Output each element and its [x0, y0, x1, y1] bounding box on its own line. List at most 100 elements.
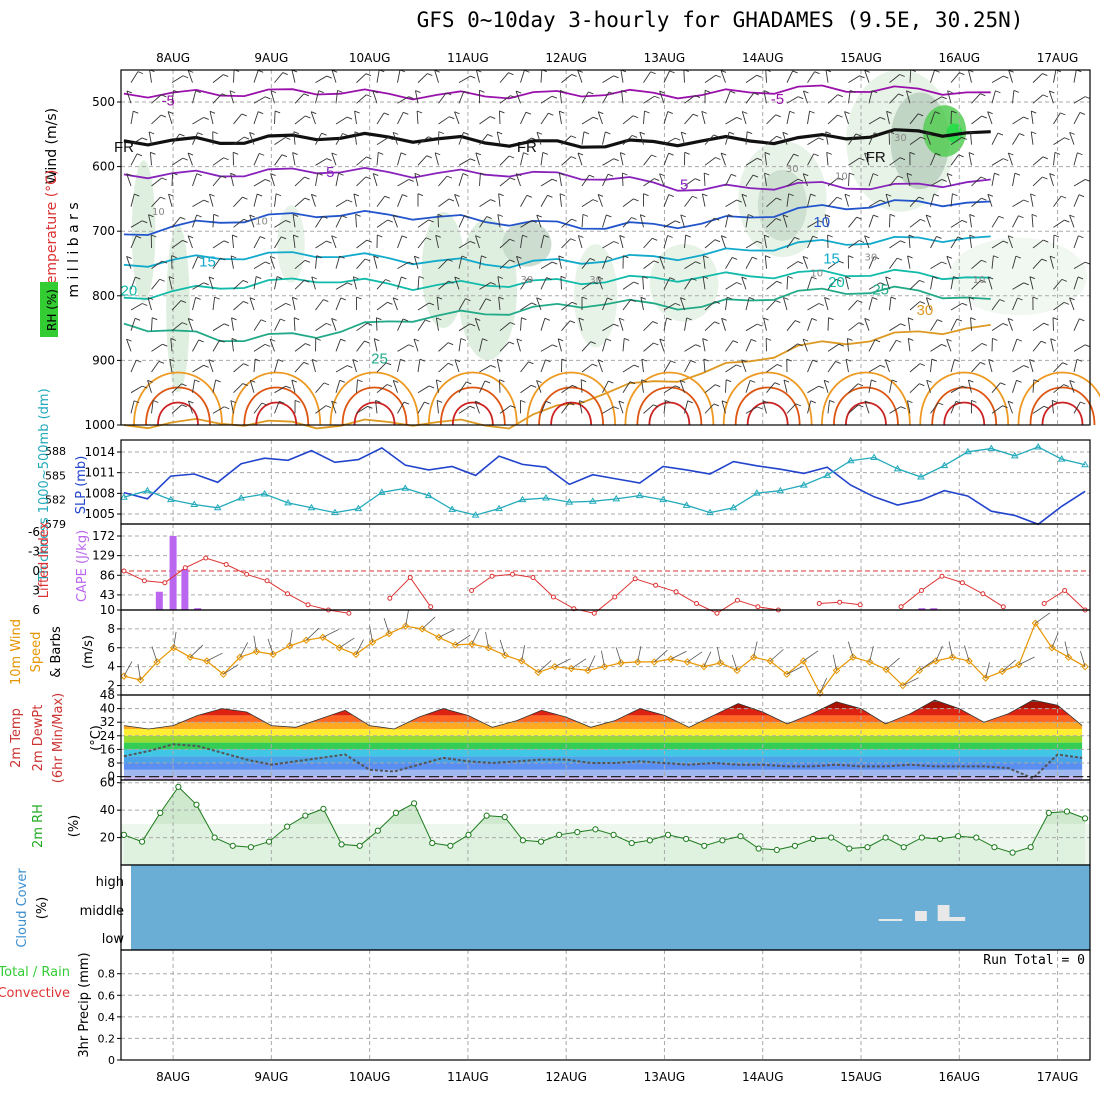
- wind-barb: [807, 111, 811, 125]
- rh-marker: [193, 801, 200, 808]
- isotherm-line: [123, 324, 991, 430]
- wind-barb-flag: [427, 73, 433, 76]
- wind-barb: [458, 215, 465, 228]
- wind-barb: [762, 400, 767, 414]
- wind-barb-flag: [152, 317, 158, 321]
- rh-marker: [138, 838, 146, 845]
- wind-barb-flag: [294, 317, 300, 321]
- wind-barb: [540, 95, 553, 104]
- wind-barb: [416, 110, 419, 124]
- wind-barb-flag: [880, 199, 886, 203]
- wind-barb-flag: [731, 257, 738, 260]
- wind-barb-flag: [331, 235, 337, 239]
- wind-barb-flag: [294, 399, 301, 403]
- wind-barb-flag: [531, 384, 537, 388]
- wind-barb-flag: [856, 216, 862, 220]
- wind-barb: [458, 405, 471, 414]
- lifted-index-marker: [857, 602, 863, 608]
- thickness-marker: [706, 508, 714, 516]
- x-tick-label-bottom: 16AUG: [939, 1070, 981, 1084]
- wind-barb-flag: [475, 317, 481, 321]
- isotherm-label: 20: [828, 274, 845, 291]
- wind-barb-flag: [1014, 172, 1021, 176]
- wind-barb-flag: [598, 111, 604, 115]
- wind-barb: [581, 91, 589, 104]
- lifted-index-marker: [550, 594, 556, 600]
- wind-barb-flag: [581, 296, 588, 300]
- wind-barb: [950, 318, 958, 331]
- wind-barb-flag: [223, 240, 230, 244]
- wind-barb: [889, 340, 897, 352]
- wind-barb-flag: [765, 337, 772, 341]
- wind-barb-flag: [932, 276, 939, 279]
- wind-barb-flag: [713, 134, 719, 138]
- wind-barb-flag: [195, 90, 201, 94]
- wind-barb-flag: [366, 156, 372, 160]
- wind-barb: [499, 238, 510, 249]
- wind-barb: [721, 400, 726, 414]
- wind-barb: [930, 402, 939, 414]
- wind-barb-flag: [182, 322, 188, 326]
- wind-barb-flag: [331, 400, 337, 404]
- wind-barb-flag: [304, 279, 310, 283]
- wind-tick-label: 2: [107, 679, 115, 693]
- wind-barb-flag: [890, 296, 897, 300]
- wind-barb-flag: [135, 276, 141, 280]
- wind-barb-flag: [293, 131, 300, 135]
- lifted-index-marker: [489, 573, 495, 579]
- wind-barb-flag: [736, 117, 742, 120]
- wind-barb: [331, 152, 337, 166]
- wind-barb-flag: [548, 112, 554, 116]
- wind-barb-flag: [1031, 213, 1038, 217]
- wind-barb: [274, 318, 281, 331]
- wind-barb: [294, 362, 304, 373]
- wind-barb-flag: [465, 298, 471, 302]
- temp-band: [123, 708, 1083, 716]
- rh-marker: [374, 827, 381, 834]
- wind-barb-flag: [653, 342, 659, 346]
- wind-barb: [499, 341, 510, 352]
- wind-barb: [971, 343, 983, 352]
- rh-marker: [157, 809, 164, 817]
- wind-barb: [581, 116, 594, 125]
- wind-barb: [438, 342, 449, 352]
- wind-barb: [1053, 384, 1064, 394]
- wind-barb: [149, 152, 152, 166]
- wind-barb-flag: [558, 338, 564, 342]
- wind-barb: [315, 75, 327, 84]
- wind-barb-flag: [413, 338, 420, 342]
- side-label-minmax: (6hr Min/Max): [51, 693, 66, 783]
- wind-barb-flag: [900, 323, 906, 327]
- cloud-level-label: low: [102, 932, 125, 947]
- cloud-cover-background: [131, 865, 1090, 950]
- wind-barb-10m: [355, 639, 364, 655]
- wind-barb-flag: [264, 343, 271, 347]
- wind-barb: [1031, 214, 1034, 228]
- wind-barb: [438, 362, 449, 373]
- wind-barb: [971, 362, 981, 373]
- wind-barb-flag: [339, 255, 345, 259]
- wind-barb-flag: [233, 151, 239, 155]
- wind-barb: [315, 323, 327, 332]
- rh-low-band: [121, 823, 1090, 865]
- wind-barb-flag: [571, 301, 578, 305]
- wind-barb-flag: [265, 96, 271, 100]
- wind-barb: [233, 69, 235, 83]
- wind-barb-flag: [619, 235, 625, 238]
- wind-barb: [930, 344, 942, 352]
- wind-barb: [474, 318, 480, 331]
- wind-barb-flag: [633, 198, 639, 202]
- wind-barb-flag: [223, 323, 230, 327]
- wind-barb: [971, 176, 982, 187]
- thickness-marker: [1034, 442, 1043, 450]
- wind-barb-flag: [981, 197, 987, 201]
- wind-barb-flag: [809, 110, 815, 114]
- wind-barb: [1032, 239, 1044, 249]
- thickness-marker: [635, 491, 644, 499]
- wind-barb-flag: [997, 132, 1004, 136]
- wind-barb: [745, 174, 754, 187]
- wind-barb-flag: [188, 400, 194, 404]
- wind-barb: [620, 69, 624, 83]
- thickness-marker: [893, 464, 902, 472]
- wind-barb: [479, 216, 488, 228]
